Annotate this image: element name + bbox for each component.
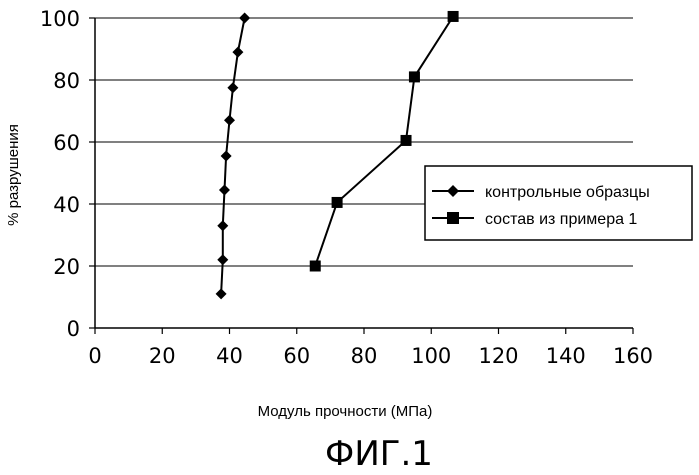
data-point-diamond (221, 150, 232, 161)
data-point-diamond (216, 288, 227, 299)
x-tick-label: 160 (613, 344, 653, 368)
y-tick-label: 60 (53, 131, 80, 155)
data-point-diamond (217, 220, 228, 231)
legend-label-example: состав из примера 1 (485, 211, 637, 228)
data-point-diamond (219, 185, 230, 196)
data-point-diamond (217, 254, 228, 265)
legend-marker-square (447, 212, 459, 224)
plot-series (216, 11, 459, 299)
legend-box (425, 166, 692, 240)
series-1 (216, 13, 251, 300)
data-point-square (448, 11, 459, 22)
data-point-diamond (224, 115, 235, 126)
x-tick-label: 120 (478, 344, 518, 368)
x-tick-label: 60 (283, 344, 310, 368)
figure-label: ФИГ.1 (325, 434, 433, 474)
data-point-diamond (232, 47, 243, 58)
data-point-diamond (239, 13, 250, 24)
data-point-square (401, 135, 412, 146)
y-tick-labels: 0 20 40 60 80 100 (40, 7, 80, 341)
data-point-square (409, 71, 420, 82)
legend-label-control: контрольные образцы (485, 184, 650, 201)
x-tick-label: 0 (88, 344, 101, 368)
y-tick-label: 100 (40, 7, 80, 31)
x-tick-labels: 0 20 40 60 80 100 120 140 160 (88, 344, 653, 368)
legend: контрольные образцы состав из примера 1 (425, 166, 692, 240)
x-tick-label: 40 (216, 344, 243, 368)
y-axis-title: % разрушения (5, 124, 22, 226)
data-point-square (332, 197, 343, 208)
x-tick-label: 80 (351, 344, 378, 368)
data-point-square (310, 261, 321, 272)
y-tick-label: 40 (53, 193, 80, 217)
x-tick-label: 100 (411, 344, 451, 368)
y-tick-label: 20 (53, 255, 80, 279)
y-tick-label: 80 (53, 69, 80, 93)
y-tick-label: 0 (67, 317, 80, 341)
x-tick-label: 20 (149, 344, 176, 368)
x-axis-title: Модуль прочности (МПа) (258, 403, 433, 420)
x-tick-label: 140 (546, 344, 586, 368)
data-point-diamond (227, 82, 238, 93)
